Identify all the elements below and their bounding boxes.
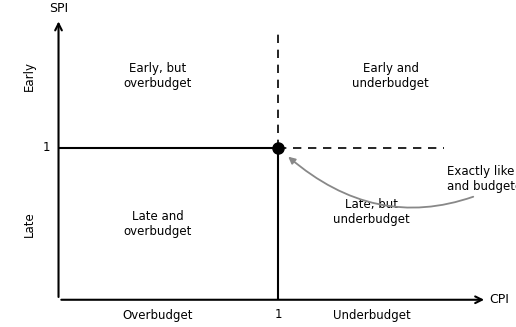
Text: Early: Early bbox=[23, 60, 36, 91]
Text: Late, but
underbudget: Late, but underbudget bbox=[333, 198, 410, 226]
Text: Late: Late bbox=[23, 211, 36, 237]
Text: SPI: SPI bbox=[49, 2, 68, 15]
Text: Underbudget: Underbudget bbox=[333, 309, 411, 322]
Text: 1: 1 bbox=[43, 142, 51, 154]
Text: Early and
underbudget: Early and underbudget bbox=[352, 61, 429, 90]
Text: Overbudget: Overbudget bbox=[122, 309, 193, 322]
Text: Exactly like scheduled
and budgeted: Exactly like scheduled and budgeted bbox=[290, 158, 516, 208]
Text: Late and
overbudget: Late and overbudget bbox=[123, 210, 192, 238]
Text: 1: 1 bbox=[275, 308, 282, 321]
Text: CPI: CPI bbox=[490, 293, 509, 306]
Text: Early, but
overbudget: Early, but overbudget bbox=[123, 61, 192, 90]
